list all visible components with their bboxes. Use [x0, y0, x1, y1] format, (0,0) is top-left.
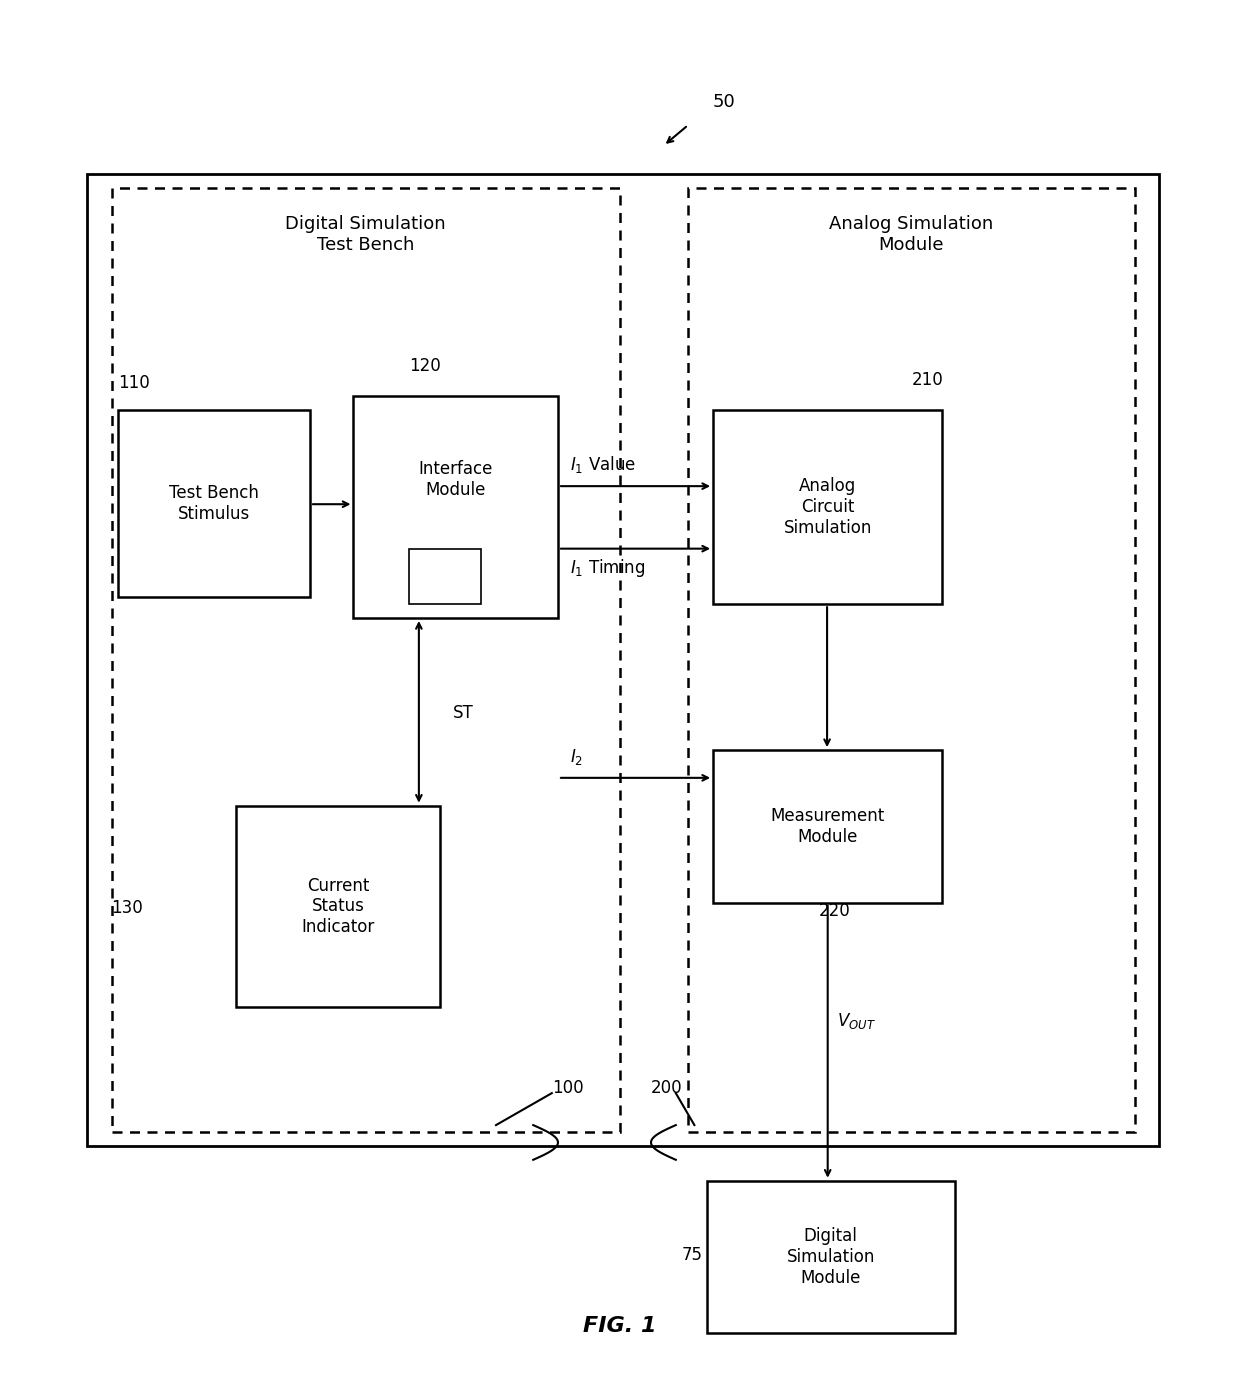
FancyBboxPatch shape: [688, 188, 1135, 1132]
FancyBboxPatch shape: [713, 410, 942, 604]
Text: Analog
Circuit
Simulation: Analog Circuit Simulation: [784, 478, 872, 536]
Text: $V_{OUT}$: $V_{OUT}$: [837, 1011, 875, 1031]
Text: 50: 50: [713, 93, 735, 111]
Text: Digital
Simulation
Module: Digital Simulation Module: [786, 1228, 875, 1286]
Text: 75: 75: [682, 1246, 703, 1264]
Text: 100: 100: [552, 1079, 584, 1097]
FancyBboxPatch shape: [707, 1181, 955, 1333]
Text: 200: 200: [651, 1079, 683, 1097]
FancyBboxPatch shape: [409, 549, 481, 604]
FancyBboxPatch shape: [112, 188, 620, 1132]
Text: $I_1$ Timing: $I_1$ Timing: [570, 557, 646, 579]
Text: 130: 130: [112, 899, 144, 917]
Text: Test Bench
Stimulus: Test Bench Stimulus: [169, 485, 259, 522]
FancyBboxPatch shape: [353, 396, 558, 618]
FancyBboxPatch shape: [87, 174, 1159, 1146]
FancyBboxPatch shape: [118, 410, 310, 597]
Text: Digital Simulation
Test Bench: Digital Simulation Test Bench: [285, 215, 446, 254]
Text: Interface
Module: Interface Module: [419, 460, 492, 499]
Text: Measurement
Module: Measurement Module: [770, 807, 885, 846]
Text: Analog Simulation
Module: Analog Simulation Module: [830, 215, 993, 254]
Text: 210: 210: [911, 371, 944, 389]
Text: FIG. 1: FIG. 1: [583, 1317, 657, 1336]
Text: 110: 110: [118, 374, 150, 392]
FancyBboxPatch shape: [236, 806, 440, 1007]
Text: $I_1$ Value: $I_1$ Value: [570, 454, 636, 475]
Text: 120: 120: [409, 357, 441, 375]
Text: $I_2$: $I_2$: [570, 747, 584, 767]
Text: Current
Status
Indicator: Current Status Indicator: [301, 876, 374, 936]
Text: 220: 220: [818, 901, 851, 920]
FancyBboxPatch shape: [713, 750, 942, 903]
Text: ST: ST: [453, 704, 474, 722]
